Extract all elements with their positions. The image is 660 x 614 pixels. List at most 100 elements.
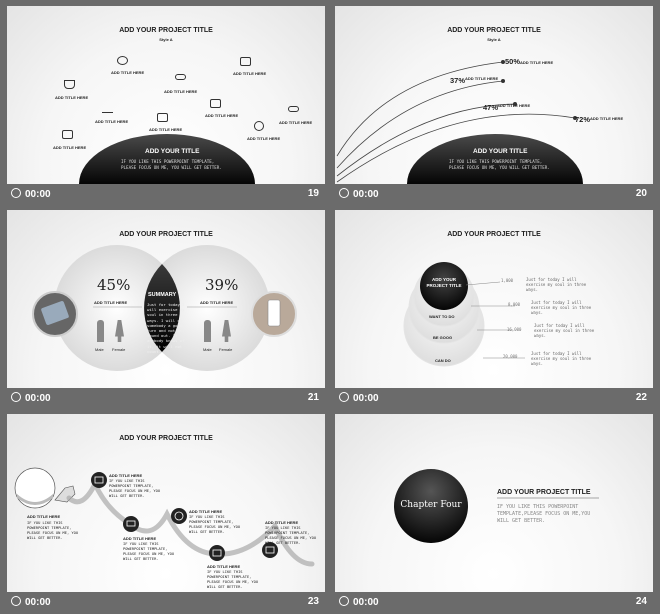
row-text: Just for today I will exercise my soul i… xyxy=(526,277,587,293)
slide-number: 19 xyxy=(307,188,319,199)
item-label: ADD TITLE HERE xyxy=(164,89,198,94)
step-icon xyxy=(262,542,278,558)
lock-icon xyxy=(240,57,251,66)
core-title: ADD YOUR PROJECT TITLE xyxy=(426,277,462,288)
slide-time: 00:00 xyxy=(11,188,51,200)
step-text: IF YOU LIKE THIS POWERPOINT TEMPLATE, PL… xyxy=(207,570,259,589)
female-label: Female xyxy=(112,347,126,352)
layer-label: WANT TO DO xyxy=(429,314,455,319)
slide-time-value: 00:00 xyxy=(353,597,379,608)
slide-time: 00:00 xyxy=(339,392,379,404)
clock-icon xyxy=(11,596,21,606)
dome-text: IF YOU LIKE THIS POWERPOINT TEMPLATE, PL… xyxy=(449,159,550,170)
signpost-icon xyxy=(157,113,168,122)
step-title: ADD TITLE HERE xyxy=(27,514,61,519)
step-icon xyxy=(123,516,139,532)
summary-text: Just for today I will exercise my soul i… xyxy=(147,302,185,354)
row-text: Just for today I will exercise my soul i… xyxy=(534,323,595,339)
item-label: ADD TITLE HERE xyxy=(279,120,313,125)
row-value: 16,000 xyxy=(507,327,522,332)
slide-19[interactable]: ADD YOUR PROJECT TITLE Style A ADD TITLE… xyxy=(7,6,325,184)
step-text: IF YOU LIKE THIS POWERPOINT TEMPLATE, PL… xyxy=(27,521,79,540)
arc-line xyxy=(336,103,516,177)
female-label: Female xyxy=(219,347,233,352)
slide-time: 00:00 xyxy=(11,392,51,404)
step-title: ADD TITLE HERE xyxy=(109,473,143,478)
arc-marker xyxy=(501,79,505,83)
layer-label: BE GOOG xyxy=(433,335,453,340)
row-text: Just for today I will exercise my soul i… xyxy=(531,351,592,367)
summary-title: SUMMARY xyxy=(148,292,177,298)
left-label: ADD TITLE HERE xyxy=(94,300,128,305)
arc-line xyxy=(336,61,504,157)
male-label: Male xyxy=(95,347,104,352)
arc-marker xyxy=(513,102,517,106)
step-icon xyxy=(171,508,187,524)
arc-label: ADD TITLE HERE xyxy=(520,60,554,65)
arc-label: ADD TITLE HERE xyxy=(590,116,624,121)
slide-23[interactable]: ADD YOUR PROJECT TITLE ADD TITLE HERE IF… xyxy=(7,414,325,592)
male-icon xyxy=(204,320,211,342)
item-label: ADD TITLE HERE xyxy=(247,136,281,141)
dome-text: IF YOU LIKE THIS POWERPOINT TEMPLATE, PL… xyxy=(121,159,222,170)
step-text: IF YOU LIKE THIS POWERPOINT TEMPLATE, PL… xyxy=(265,526,317,545)
ship-icon xyxy=(102,104,113,113)
item-label: ADD TITLE HERE xyxy=(53,145,87,150)
cup-icon xyxy=(64,80,75,89)
slide-24-circle xyxy=(394,469,599,543)
globe-icon xyxy=(254,121,264,131)
slide-24[interactable]: Chapter Four ADD YOUR PROJECT TITLE IF Y… xyxy=(335,414,653,592)
slide-19-bar: 00:00 19 xyxy=(7,184,325,206)
clock-icon xyxy=(11,392,21,402)
right-percent: 39% xyxy=(205,276,239,294)
row-text: Just for today I will exercise my soul i… xyxy=(531,300,592,316)
slide-21[interactable]: ADD YOUR PROJECT TITLE 45% ADD TITLE HER… xyxy=(7,210,325,388)
step-title: ADD TITLE HERE xyxy=(123,536,157,541)
step-icon xyxy=(209,545,225,561)
slide-subtitle: Style A xyxy=(487,37,501,42)
arc-percent: 47% xyxy=(483,103,499,112)
clock-icon xyxy=(339,392,349,402)
male-icon xyxy=(97,320,104,342)
car-icon xyxy=(175,74,186,80)
slide-time-value: 00:00 xyxy=(353,393,379,404)
slide-23-flow xyxy=(14,467,315,567)
male-label: Male xyxy=(203,347,212,352)
slide-time-value: 00:00 xyxy=(25,189,51,200)
slide-title: ADD YOUR PROJECT TITLE xyxy=(119,435,213,442)
slide-title: ADD YOUR PROJECT TITLE xyxy=(447,231,541,238)
slide-22[interactable]: ADD YOUR PROJECT TITLE ADD YOUR PROJECT … xyxy=(335,210,653,388)
slide-time: 00:00 xyxy=(339,596,379,608)
right-label: ADD TITLE HERE xyxy=(200,300,234,305)
step-title: ADD TITLE HERE xyxy=(207,564,241,569)
arc-line xyxy=(336,80,504,169)
arc-line xyxy=(336,113,576,183)
slide-time-value: 00:00 xyxy=(25,393,51,404)
dome-title: ADD YOUR TITLE xyxy=(145,148,200,155)
step-title: ADD TITLE HERE xyxy=(265,520,299,525)
layer-label: CAN DO xyxy=(435,358,451,363)
step-title: ADD TITLE HERE xyxy=(189,509,223,514)
slide-title: ADD YOUR PROJECT TITLE xyxy=(119,27,213,34)
slide-subtitle: Style A xyxy=(159,37,173,42)
arc-marker xyxy=(573,116,577,120)
clock-icon xyxy=(339,188,349,198)
slide-number: 24 xyxy=(635,596,647,607)
slide-number: 22 xyxy=(635,392,647,403)
clock-icon xyxy=(339,596,349,606)
chapter-text: IF YOU LIKE THIS POWERPOINT TEMPLATE,PLE… xyxy=(497,504,591,524)
left-percent: 45% xyxy=(97,276,131,294)
clock-icon xyxy=(11,188,21,198)
step-text: IF YOU LIKE THIS POWERPOINT TEMPLATE, PL… xyxy=(123,542,175,561)
slide-title: ADD YOUR PROJECT TITLE xyxy=(447,27,541,34)
bag-icon xyxy=(117,56,128,65)
item-label: ADD TITLE HERE xyxy=(55,95,89,100)
slide-20[interactable]: ADD YOUR PROJECT TITLE Style A 50% ADD T… xyxy=(335,6,653,184)
flask-icon xyxy=(14,467,56,509)
slide-time: 00:00 xyxy=(339,188,379,200)
slide-20-arcs xyxy=(336,60,583,184)
dome-title: ADD YOUR TITLE xyxy=(473,148,528,155)
arc-percent: 37% xyxy=(450,76,466,85)
item-label: ADD TITLE HERE xyxy=(149,127,183,132)
slide-19-dome xyxy=(79,134,255,184)
